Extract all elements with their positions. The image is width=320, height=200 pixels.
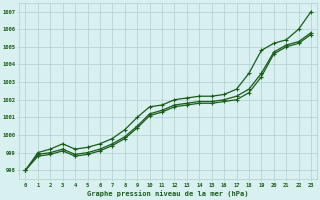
X-axis label: Graphe pression niveau de la mer (hPa): Graphe pression niveau de la mer (hPa) xyxy=(87,190,249,197)
